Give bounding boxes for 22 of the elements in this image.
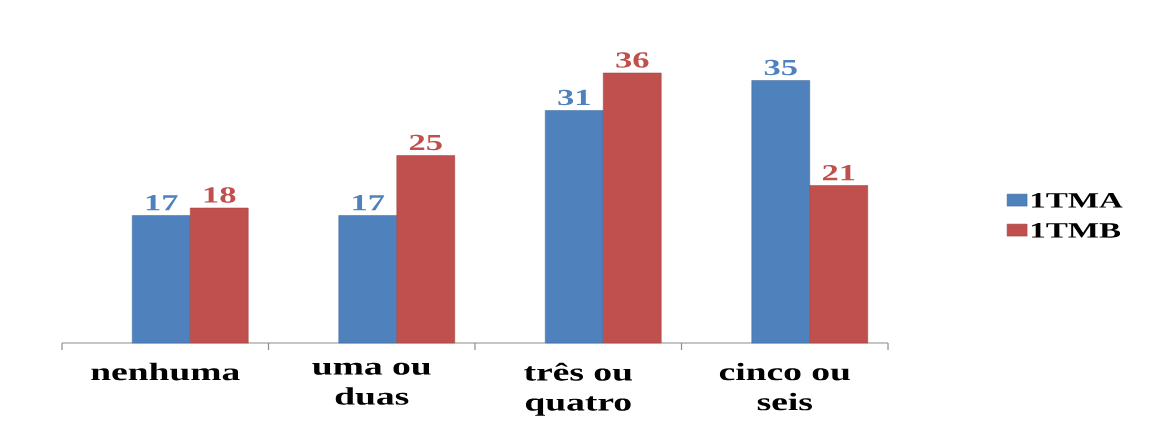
bar <box>545 110 604 344</box>
bar <box>809 185 869 344</box>
bar <box>132 215 191 344</box>
bar <box>338 215 398 344</box>
data-label: 36 <box>616 52 649 68</box>
bar <box>396 155 456 344</box>
x-tick-label: três ou quatro <box>524 362 632 416</box>
data-label: 17 <box>353 195 385 211</box>
data-label: 31 <box>558 89 590 106</box>
data-label: 35 <box>764 59 797 76</box>
bar <box>603 72 662 344</box>
data-label: 25 <box>409 134 442 151</box>
data-label: 18 <box>204 187 236 203</box>
legend-label: 1TMB <box>1031 223 1121 238</box>
x-tick-label: nenhuma <box>91 362 240 381</box>
data-label: 21 <box>822 165 855 181</box>
x-tick-label: uma ou duas <box>312 362 431 405</box>
x-tick-label: cinco ou seis <box>719 362 850 411</box>
bar <box>190 207 249 344</box>
data-label: 17 <box>146 195 178 211</box>
legend-label: 1TMA <box>1031 193 1123 208</box>
bar <box>751 80 811 344</box>
